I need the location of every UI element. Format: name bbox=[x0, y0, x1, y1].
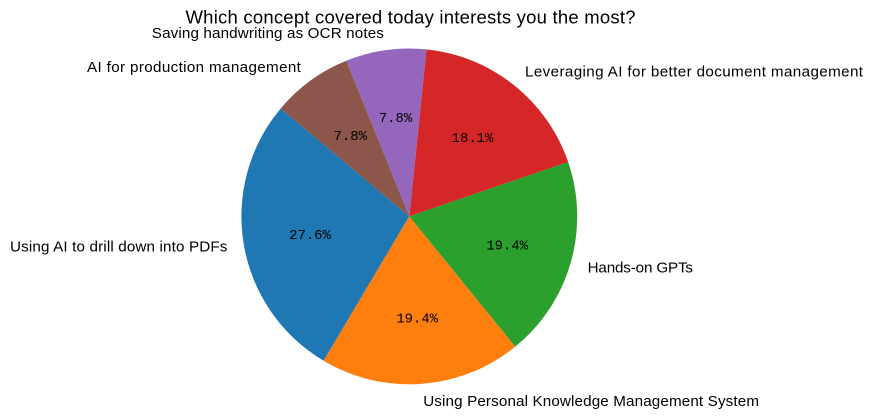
svg-text:Which concept covered today in: Which concept covered today interests yo… bbox=[186, 7, 636, 28]
svg-text:AI for production management: AI for production management bbox=[87, 59, 302, 76]
svg-text:19.4%: 19.4% bbox=[486, 238, 528, 254]
svg-text:7.8%: 7.8% bbox=[379, 111, 413, 127]
svg-text:27.6%: 27.6% bbox=[289, 228, 331, 244]
svg-text:18.1%: 18.1% bbox=[452, 131, 494, 147]
svg-text:Hands-on GPTs: Hands-on GPTs bbox=[588, 260, 694, 277]
svg-text:Using AI to drill down into PD: Using AI to drill down into PDFs bbox=[10, 239, 228, 256]
svg-text:7.8%: 7.8% bbox=[334, 129, 368, 145]
svg-text:Leveraging AI for better docum: Leveraging AI for better document manage… bbox=[525, 63, 864, 80]
svg-text:19.4%: 19.4% bbox=[396, 311, 438, 327]
svg-text:Saving handwriting as OCR note: Saving handwriting as OCR notes bbox=[152, 25, 385, 42]
svg-text:Using Personal Knowledge Manag: Using Personal Knowledge Management Syst… bbox=[423, 393, 759, 410]
